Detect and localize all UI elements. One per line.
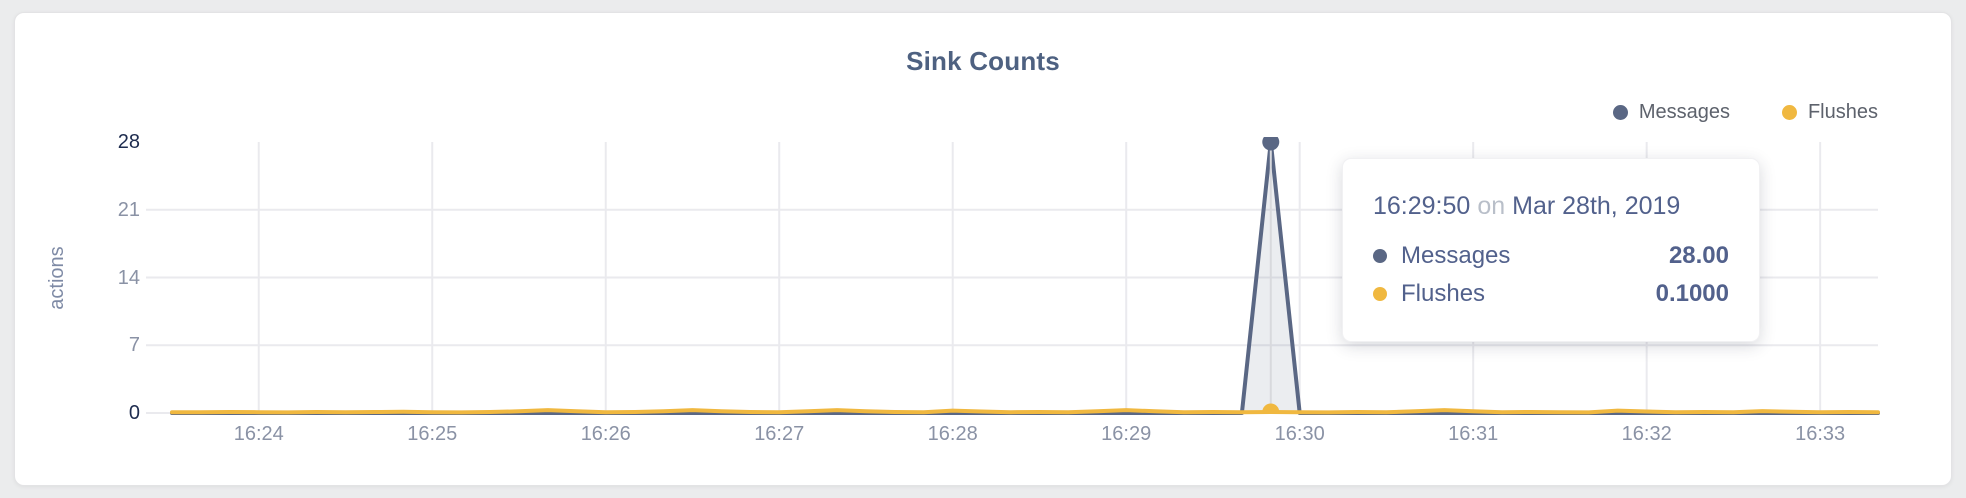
tooltip-series-value: 28.00: [1668, 242, 1729, 269]
chart-title: Sink Counts: [906, 46, 1060, 76]
legend-item-label: Messages: [1638, 101, 1730, 123]
x-tick-label: 16:33: [1795, 423, 1846, 445]
y-tick-label: 0: [128, 402, 140, 424]
x-tick-label: 16:28: [927, 423, 978, 445]
messages-hover-dot: [1262, 137, 1280, 151]
y-tick-label: 28: [117, 131, 140, 153]
x-tick-label: 16:30: [1274, 423, 1325, 445]
tooltip-time: 16:29:50: [1373, 192, 1471, 220]
legend-dot-icon: [1612, 105, 1628, 120]
legend-item-messages[interactable]: Messages: [1612, 101, 1730, 124]
x-tick-label: 16:26: [580, 423, 631, 445]
y-tick-label: 7: [128, 334, 140, 357]
tooltip: 16:29:50 on Mar 28th, 2019 Messages 28.00 Fl…: [1342, 158, 1760, 342]
x-tick-label: 16:29: [1101, 423, 1152, 445]
y-tick-label: 21: [117, 198, 140, 221]
legend-dot-icon: [1781, 105, 1797, 120]
series-dot-icon: [1373, 249, 1387, 263]
x-tick-label: 16:24: [233, 423, 284, 445]
series-dot-icon: [1373, 287, 1387, 301]
tooltip-header: 16:29:50 on Mar 28th, 2019: [1373, 192, 1729, 221]
tooltip-row-flushes: Flushes 0.1000: [1373, 275, 1729, 313]
flushes-hover-dot: [1262, 403, 1280, 414]
x-tick-label: 16:31: [1448, 423, 1499, 445]
tooltip-connector: on: [1477, 192, 1506, 220]
legend-item-flushes[interactable]: Flushes: [1781, 101, 1878, 124]
tooltip-date: Mar 28th, 2019: [1512, 192, 1681, 220]
x-tick-label: 16:25: [407, 423, 458, 445]
legend: Messages Flushes: [1612, 101, 1878, 124]
y-tick-label: 14: [117, 266, 140, 289]
x-tick-label: 16:27: [754, 423, 805, 445]
tooltip-series-value: 0.1000: [1655, 280, 1729, 307]
tooltip-series-label: Flushes: [1401, 280, 1486, 307]
x-tick-label: 16:32: [1621, 423, 1672, 445]
flushes-line: [170, 408, 1880, 415]
tooltip-series-label: Messages: [1401, 242, 1511, 269]
tooltip-row-messages: Messages 28.00: [1373, 237, 1729, 275]
legend-item-label: Flushes: [1807, 101, 1878, 123]
